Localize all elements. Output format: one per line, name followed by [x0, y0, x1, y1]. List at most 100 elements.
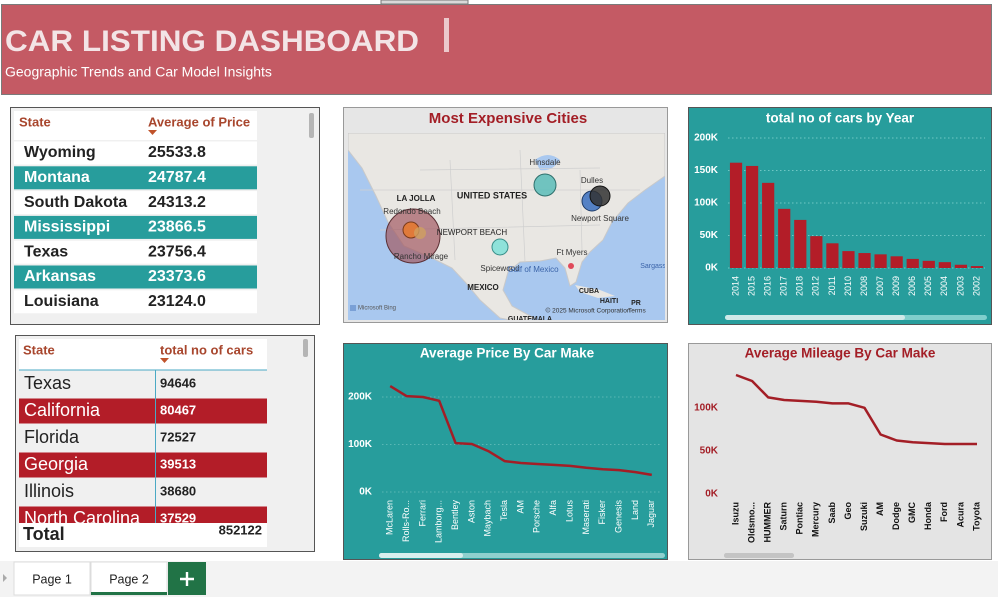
- x-tick-label: Oldsmo...: [746, 502, 756, 543]
- map-label: Rancho Mirage: [394, 252, 449, 261]
- state-cell: California: [24, 400, 101, 420]
- y-tick-label: 100K: [694, 402, 719, 413]
- bar: [858, 253, 871, 268]
- x-tick-label: Ford: [939, 502, 949, 522]
- map-label: PR: [631, 300, 641, 307]
- y-tick-label: 150K: [694, 165, 719, 176]
- table-row: [19, 398, 267, 424]
- x-tick-label: 2009: [891, 276, 901, 296]
- state-cell: Wyoming: [24, 144, 96, 161]
- map-labels: Hinsdale LA JOLLA UNITED STATES Dulles Redon…: [383, 158, 665, 320]
- price-cell: 24313.2: [148, 194, 206, 211]
- table-row: [19, 452, 267, 478]
- page-tab[interactable]: [13, 561, 91, 596]
- x-tick-label: Lamborg...: [434, 500, 444, 543]
- table-row: [14, 141, 257, 165]
- top-handle: [380, 0, 469, 5]
- map-label: UNITED STATES: [457, 190, 527, 200]
- x-tick-label: Maserati: [581, 500, 591, 535]
- state-cell: Texas: [24, 373, 71, 393]
- y-tick-label: 0K: [705, 489, 719, 500]
- total-label: Total: [23, 524, 65, 544]
- sort-indicator: [160, 358, 169, 363]
- x-tick-label: 2017: [779, 276, 789, 296]
- x-tick-label: Rolls-Ro...: [401, 500, 411, 542]
- chart-title: Average Mileage By Car Make: [745, 346, 936, 361]
- x-tick-label: 2008: [859, 276, 869, 296]
- state-cell: Mississippi: [24, 219, 110, 236]
- count-table: State total no of cars Texas 94646 Californi…: [19, 339, 308, 547]
- map-label: Gulf of Mexico: [507, 265, 559, 274]
- bar: [794, 219, 807, 268]
- state-cell: North Carolina: [24, 508, 141, 528]
- scrollbar-thumb: [309, 113, 314, 138]
- mileage-chart-panel: [688, 343, 992, 560]
- map-label: HAITI: [600, 298, 618, 305]
- map-bubble: [414, 227, 426, 239]
- page-tab[interactable]: [90, 561, 168, 596]
- y-tick-label: 0K: [705, 263, 719, 274]
- x-tick-label: Lotus: [564, 500, 574, 523]
- table-row: [14, 240, 257, 264]
- x-tick-label: Geo: [843, 502, 853, 520]
- y-tick-label: 50K: [700, 446, 719, 457]
- column-header: State: [19, 114, 51, 129]
- x-tick-label: Maybach: [483, 500, 493, 537]
- tab-scroll-arrow: [3, 574, 7, 582]
- bar: [938, 262, 951, 268]
- count-cell: 72527: [160, 429, 196, 444]
- column-header: Average of Price: [148, 114, 250, 129]
- scrollbar-thumb[interactable]: [379, 553, 463, 558]
- x-tick-label: Pontiac: [795, 502, 805, 535]
- price-cell: 23373.6: [148, 268, 206, 285]
- y-tick-label: 100K: [694, 198, 719, 209]
- map-canvas: Hinsdale LA JOLLA UNITED STATES Dulles Redon…: [348, 133, 665, 320]
- count-cell: 38680: [160, 483, 196, 498]
- y-tick-label: 0K: [359, 487, 373, 498]
- column-header: State: [23, 342, 55, 357]
- chart: total no of cars by Year 0K 50K 100K 150K 200…: [694, 111, 987, 320]
- x-tick-label: AM: [875, 502, 885, 516]
- scrollbar-thumb[interactable]: [724, 553, 794, 558]
- x-tick-label: Aston: [466, 500, 476, 523]
- x-tick-label: Toyota: [971, 501, 981, 531]
- bing-logo: [350, 305, 356, 311]
- price-cell: 25533.8: [148, 144, 206, 161]
- x-tick-label: Saturn: [779, 502, 789, 531]
- borders: [360, 149, 640, 263]
- price-table: State Average of Price Wyoming 25533.8 Monta…: [14, 111, 314, 314]
- scrollbar-thumb: [303, 339, 308, 357]
- map-label: CUBA: [579, 288, 599, 295]
- bar: [778, 208, 791, 268]
- header-band: [1, 4, 992, 95]
- x-tick-label: Dodge: [891, 502, 901, 530]
- bar: [826, 243, 839, 268]
- x-tick-label: 2014: [730, 276, 740, 296]
- map-credit: Terms: [628, 308, 646, 315]
- table-row: [14, 215, 257, 239]
- map-bubble: [491, 238, 509, 256]
- y-tick-label: 50K: [700, 230, 719, 241]
- y-tick-label: 200K: [348, 392, 373, 403]
- map-credit: Microsoft Bing: [358, 306, 396, 312]
- title-divider: [444, 18, 449, 52]
- map-title: Most Expensive Cities: [429, 110, 587, 127]
- price-cell: 23756.4: [148, 243, 206, 260]
- x-tick-label: 2004: [939, 276, 949, 296]
- map-bubble: [589, 185, 611, 207]
- table-row: [19, 506, 267, 523]
- bar: [729, 162, 743, 268]
- bar: [890, 256, 903, 268]
- line: [389, 385, 653, 477]
- x-tick-label: 2010: [843, 276, 853, 296]
- state-cell: Montana: [24, 169, 90, 186]
- map-label: Dulles: [581, 176, 603, 185]
- scrollbar-thumb[interactable]: [725, 315, 905, 320]
- dashboard-subtitle: Geographic Trends and Car Model Insights: [5, 64, 272, 80]
- map-credit: © 2025 Microsoft Corporation: [546, 307, 631, 315]
- bar: [954, 264, 968, 268]
- table-row: [14, 191, 257, 215]
- state-cell: Florida: [24, 427, 80, 447]
